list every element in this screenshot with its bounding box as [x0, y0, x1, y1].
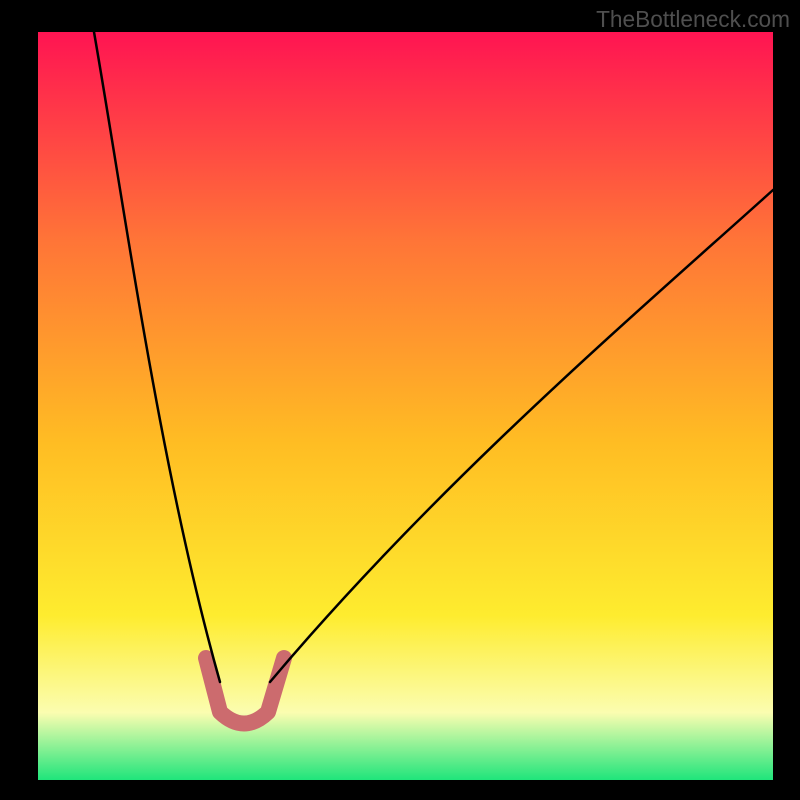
valley-marker — [206, 658, 284, 724]
watermark-text: TheBottleneck.com — [596, 6, 790, 33]
curve-left-arm — [94, 32, 220, 682]
curve-right-arm — [270, 190, 773, 682]
plot-svg — [0, 0, 800, 800]
chart-viewport: TheBottleneck.com — [0, 0, 800, 800]
